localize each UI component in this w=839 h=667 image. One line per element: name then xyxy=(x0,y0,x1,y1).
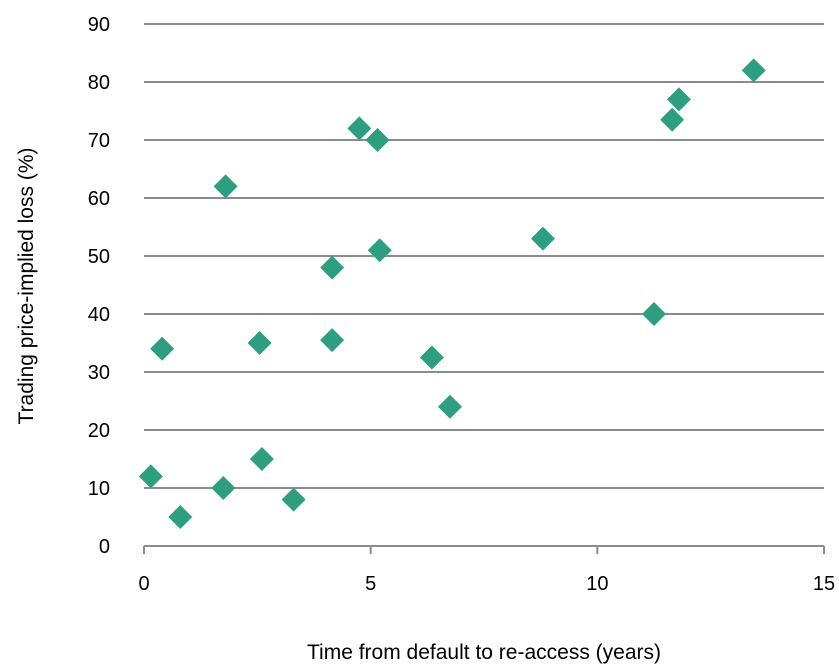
data-point xyxy=(247,331,272,355)
y-tick-label: 90 xyxy=(88,14,110,36)
x-tick-label: 5 xyxy=(365,573,376,595)
data-point xyxy=(320,255,345,280)
data-point xyxy=(741,58,766,83)
y-tick-label: 10 xyxy=(88,478,110,500)
data-point xyxy=(211,476,236,500)
y-tick-label: 20 xyxy=(88,420,110,442)
y-tick-label: 80 xyxy=(88,72,110,94)
y-axis-title: Trading price-implied loss (%) xyxy=(15,148,38,425)
y-tick-label: 60 xyxy=(88,188,110,210)
x-axis-title: Time from default to re-access (years) xyxy=(307,641,661,664)
y-tick-label: 30 xyxy=(88,362,110,384)
data-point xyxy=(347,116,372,141)
x-tick-labels: 0 5 10 15 xyxy=(138,573,835,595)
data-point xyxy=(367,238,392,263)
axes xyxy=(143,545,825,554)
data-point xyxy=(419,345,444,370)
data-point xyxy=(666,87,691,112)
y-tick-label: 40 xyxy=(88,304,110,326)
data-point xyxy=(281,487,306,512)
data-point xyxy=(642,302,666,326)
y-tick-label: 0 xyxy=(99,536,110,558)
data-point xyxy=(365,128,390,152)
y-tick-labels: 0 10 20 30 40 50 60 70 80 90 xyxy=(88,14,110,558)
data-point xyxy=(438,394,462,419)
data-point xyxy=(150,336,175,361)
data-point xyxy=(530,226,555,251)
data-point xyxy=(168,505,193,529)
x-tick-label: 0 xyxy=(138,573,149,595)
gridlines xyxy=(144,23,824,489)
y-tick-label: 50 xyxy=(88,246,110,268)
data-point xyxy=(660,107,685,132)
x-tick-label: 15 xyxy=(813,573,835,595)
data-points xyxy=(138,58,766,529)
data-point xyxy=(320,328,345,353)
x-tick-label: 10 xyxy=(586,573,608,595)
data-point xyxy=(249,447,274,471)
data-point xyxy=(213,174,238,199)
y-tick-label: 70 xyxy=(88,130,110,152)
data-point xyxy=(138,464,163,489)
